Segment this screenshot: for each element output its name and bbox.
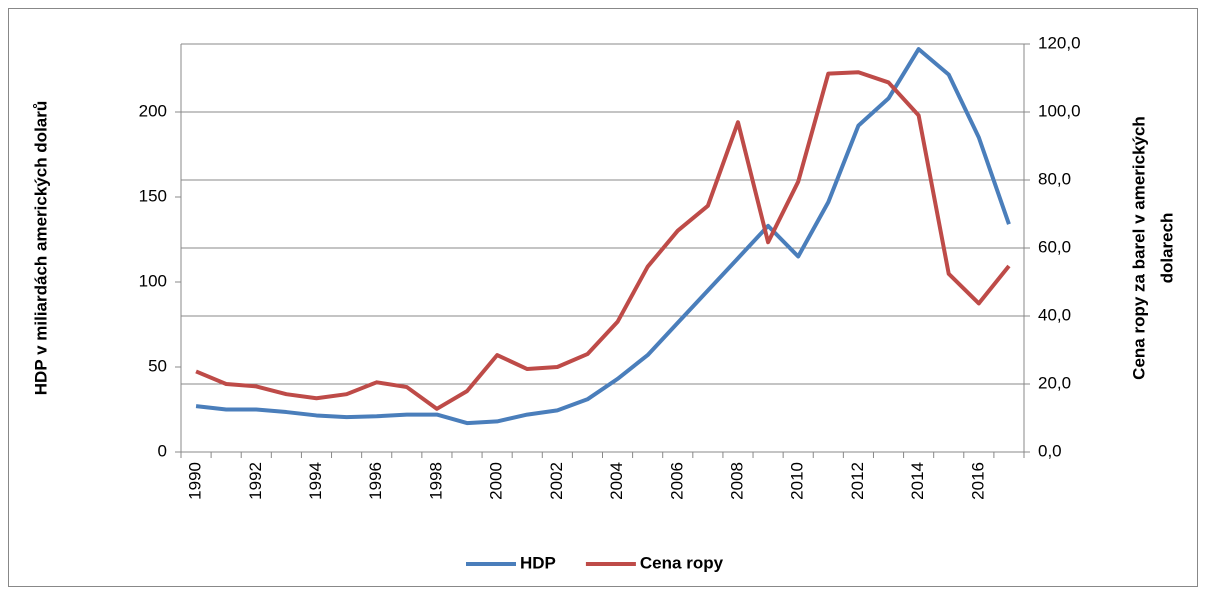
x-tick-label: 1996 — [366, 462, 385, 500]
x-tick-label: 2006 — [667, 462, 686, 500]
x-tick-label: 2016 — [968, 462, 987, 500]
x-tick-label: 1998 — [426, 462, 445, 500]
x-tick-label: 2008 — [727, 462, 746, 500]
x-tick-label: 2004 — [607, 462, 626, 500]
y2-tick-label: 80,0 — [1038, 169, 1071, 188]
y-tick-label: 0 — [158, 441, 167, 460]
y2-axis-title: dolarech — [1157, 213, 1176, 284]
x-tick-label: 1994 — [306, 462, 325, 500]
x-tick-label: 2012 — [848, 462, 867, 500]
x-tick-label: 2014 — [908, 462, 927, 500]
y-tick-label: 100 — [139, 271, 167, 290]
y2-tick-label: 60,0 — [1038, 237, 1071, 256]
y2-tick-label: 120,0 — [1038, 33, 1081, 52]
y-tick-label: 200 — [139, 101, 167, 120]
x-tick-label: 2002 — [547, 462, 566, 500]
y-axis-title: HDP v miliardách amerických dolarů — [31, 101, 50, 395]
y2-axis-title: Cena ropy za barel v amerických — [1129, 116, 1148, 380]
y-tick-label: 150 — [139, 186, 167, 205]
y2-tick-label: 100,0 — [1038, 101, 1081, 120]
series-line — [195, 70, 1011, 411]
x-tick-label: 1992 — [246, 462, 265, 500]
series-line — [195, 47, 1011, 426]
legend-label: Cena ropy — [640, 553, 724, 572]
legend-label: HDP — [520, 553, 556, 572]
y-tick-label: 50 — [148, 356, 167, 375]
y2-tick-label: 20,0 — [1038, 373, 1071, 392]
y2-tick-label: 0,0 — [1038, 441, 1062, 460]
x-tick-label: 2000 — [487, 462, 506, 500]
x-tick-label: 2010 — [788, 462, 807, 500]
chart-frame — [8, 8, 1198, 587]
x-tick-label: 1990 — [186, 462, 205, 500]
y2-tick-label: 40,0 — [1038, 305, 1071, 324]
